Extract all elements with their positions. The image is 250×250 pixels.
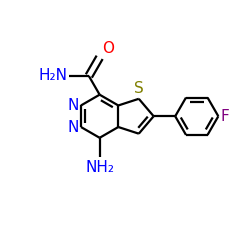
Text: NH₂: NH₂	[86, 160, 115, 175]
Text: F: F	[221, 109, 230, 124]
Text: H₂N: H₂N	[38, 68, 67, 83]
Text: S: S	[134, 82, 144, 96]
Text: O: O	[102, 41, 114, 56]
Text: N: N	[67, 120, 79, 134]
Text: N: N	[67, 98, 79, 113]
